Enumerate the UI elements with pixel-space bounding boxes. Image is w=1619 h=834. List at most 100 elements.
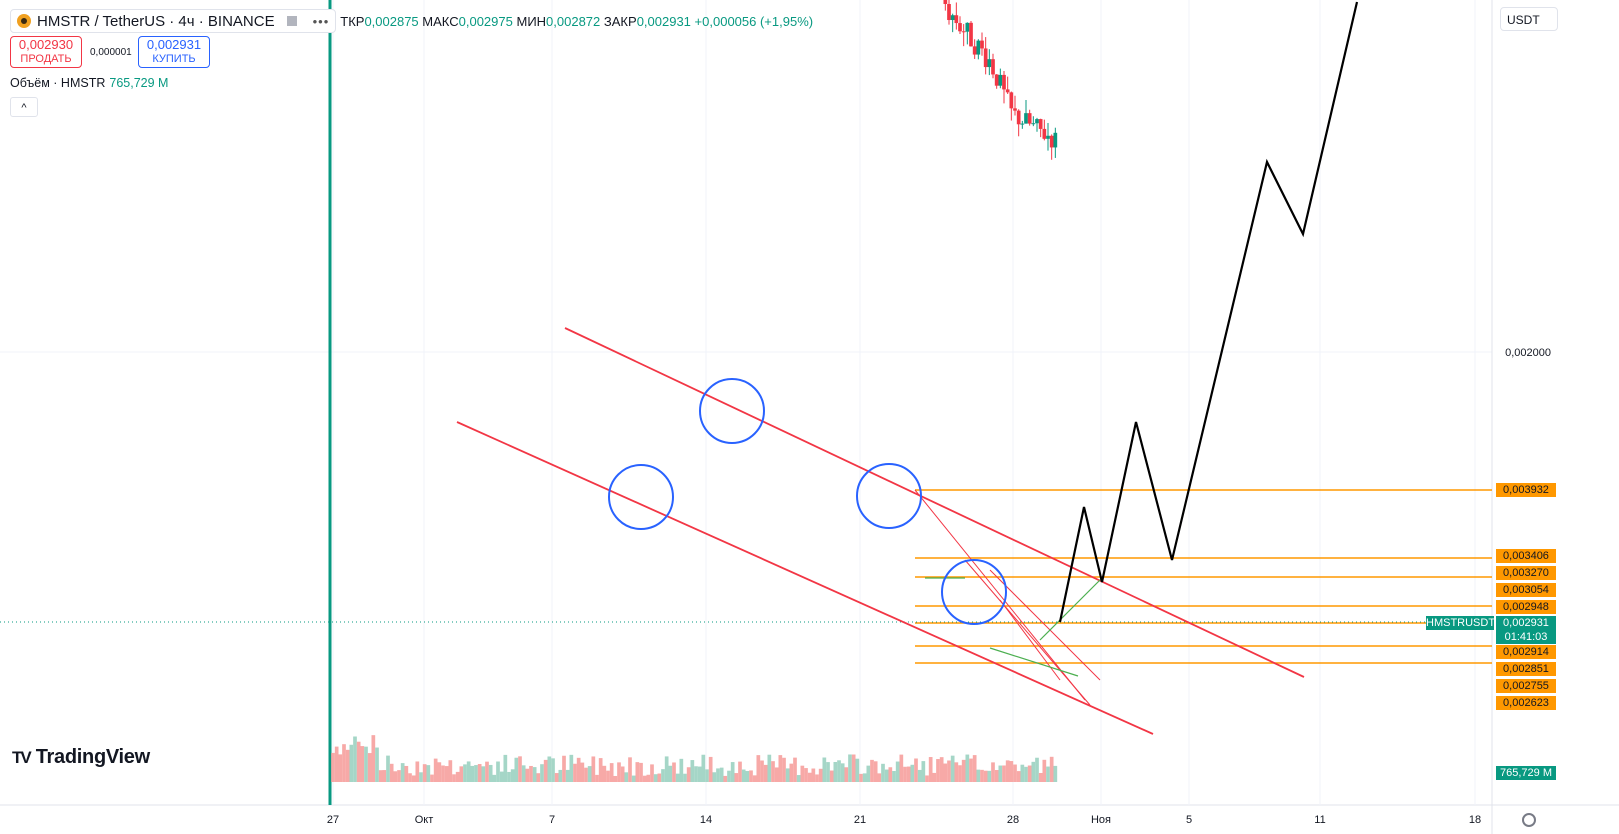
volume-bar (738, 761, 742, 782)
volume-bar (441, 765, 445, 782)
volume-bar (433, 758, 438, 782)
volume-bar (635, 762, 640, 782)
volume-bar (345, 749, 350, 782)
volume-bar (426, 765, 431, 782)
volume-bar (371, 735, 376, 782)
volume-bar (1027, 765, 1032, 782)
sell-button[interactable]: 0,002930 ПРОДАТЬ (10, 36, 82, 68)
candle-body (987, 59, 992, 68)
volume-bar (888, 767, 893, 782)
volume-bar (481, 766, 486, 782)
level-tag-8: 0,002755 (1496, 679, 1556, 693)
volume-bar (815, 774, 819, 782)
volume-bar (1024, 766, 1028, 782)
candle-body (961, 31, 966, 33)
symbol-selector[interactable]: HMSTR / TetherUS · 4ч · BINANCE ••• (10, 9, 337, 33)
candle-body (943, 0, 948, 5)
volume-bar (565, 769, 570, 782)
volume-bar (602, 765, 607, 782)
volume-bar (991, 762, 995, 782)
candle-body (1049, 135, 1054, 148)
x-tick-label: 21 (854, 814, 866, 826)
volume-bar (763, 764, 768, 782)
volume-bar (397, 770, 401, 782)
level-tag-5: 0,002948 (1496, 600, 1556, 614)
volume-bar (727, 770, 731, 782)
volume-bar (459, 766, 464, 782)
volume-bar (921, 761, 926, 782)
flag-icon[interactable] (286, 16, 297, 26)
volume-bar (980, 769, 984, 782)
volume-bar (367, 753, 372, 782)
volume-bar (576, 757, 581, 782)
volume-bar (631, 775, 636, 782)
projection-path (1058, 1, 1359, 623)
volume-bar (448, 760, 453, 782)
volume-bar (804, 768, 808, 782)
volume-bar (587, 766, 592, 782)
volume-bar (536, 773, 541, 782)
volume-bar (884, 769, 889, 782)
volume-bar (936, 759, 940, 782)
volume-bar (848, 754, 852, 782)
volume-bar (389, 763, 394, 782)
volume-bar (503, 754, 508, 782)
collapse-chevron-icon[interactable]: ^ (10, 97, 38, 117)
volume-bar (375, 747, 379, 782)
volume-bar (661, 769, 665, 782)
volume-bar (694, 766, 698, 782)
currency-selector[interactable]: USDT (1500, 7, 1558, 31)
candle-body (947, 4, 951, 21)
volume-bar (683, 773, 687, 782)
volume-bar (331, 752, 335, 782)
candle-body (998, 74, 1003, 86)
x-tick-label: Окт (415, 814, 434, 826)
volume-bar (983, 770, 988, 782)
volume-bar (1020, 764, 1025, 782)
dots-icon[interactable]: ••• (312, 13, 330, 29)
volume-bar (855, 758, 860, 782)
volume-bar (419, 772, 423, 782)
candle-body (950, 15, 955, 21)
volume-bar (679, 758, 684, 782)
volume-bar (540, 764, 544, 782)
symbol-price-tag: HMSTRUSDT (1426, 616, 1496, 630)
spread-value: 0,000001 (90, 46, 132, 58)
volume-bar (730, 762, 735, 782)
volume-bar (573, 763, 577, 782)
volume-bar (906, 766, 911, 782)
volume-bar (840, 763, 845, 782)
volume-bar (496, 761, 500, 782)
ohlc-readout: ТКР0,002875 МАКС0,002975 МИН0,002872 ЗАК… (340, 13, 814, 29)
volume-bar (1031, 761, 1036, 782)
channel-upper (564, 327, 1305, 678)
volume-bar (800, 765, 805, 782)
candle-body (994, 74, 999, 86)
volume-bar (712, 772, 717, 782)
volume-bar (752, 775, 757, 782)
volume-bar (1035, 757, 1039, 782)
volume-bar (378, 770, 383, 782)
volume-bar (881, 763, 885, 782)
volume-legend: Объём · HMSTR 765,729 M (10, 76, 169, 90)
last-price-tag: 0,002931 (1496, 616, 1556, 630)
volume-bar (914, 758, 918, 782)
volume-bar (437, 762, 442, 782)
volume-bar (969, 758, 973, 782)
volume-bar (521, 765, 526, 782)
volume-bar (488, 764, 493, 782)
volume-tag: 765,729 M (1496, 766, 1556, 780)
volume-bar (653, 774, 658, 782)
volume-bar (452, 774, 456, 782)
settings-gear-icon[interactable] (1522, 813, 1536, 827)
volume-bar (650, 764, 654, 782)
volume-bar (485, 761, 489, 782)
candle-body (1013, 108, 1017, 111)
volume-bar (701, 754, 706, 782)
volume-bar (408, 773, 412, 782)
volume-bar (411, 775, 416, 782)
x-tick-label: 5 (1186, 814, 1192, 826)
buy-button[interactable]: 0,002931 КУПИТЬ (138, 36, 210, 68)
volume-bar (334, 746, 339, 782)
